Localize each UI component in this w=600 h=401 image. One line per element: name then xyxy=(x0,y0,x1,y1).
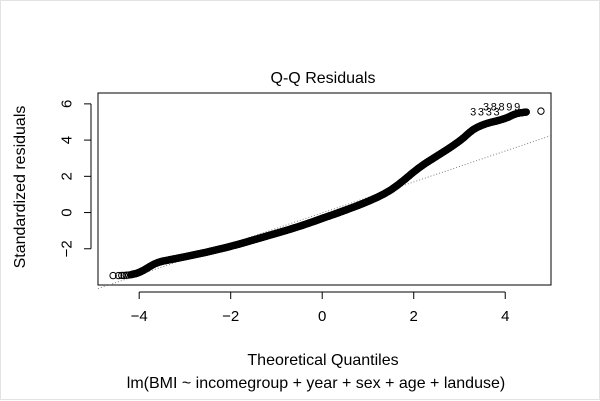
qq-point xyxy=(120,271,128,280)
y-tick-label: 0 xyxy=(59,208,76,216)
outlier-label: 3 xyxy=(493,106,499,118)
qq-point xyxy=(537,107,545,115)
plot-area-box xyxy=(97,92,552,286)
outlier-label: 3 xyxy=(486,106,492,118)
qq-point xyxy=(114,271,123,280)
qq-point xyxy=(521,108,530,116)
model-formula-subtitle: lm(BMI ~ incomegroup + year + sex + age … xyxy=(127,375,505,392)
y-tick-label: 2 xyxy=(59,172,76,180)
outlier-label: 8 xyxy=(499,102,505,114)
x-axis: −4 −2 0 2 4 xyxy=(131,291,509,325)
y-tick-label: −2 xyxy=(59,240,76,257)
x-tick-label: 4 xyxy=(501,308,509,325)
qq-point xyxy=(109,271,117,280)
x-tick-label: −4 xyxy=(131,308,148,325)
outlier-label: 8 xyxy=(491,102,497,114)
x-axis-label: Theoretical Quantiles xyxy=(247,352,398,369)
x-tick-label: 2 xyxy=(410,308,418,325)
x-tick-label: −2 xyxy=(222,308,239,325)
outlier-label: 9 xyxy=(506,102,512,114)
outlier-label: 3 xyxy=(478,106,484,118)
y-axis-label: Standardized residuals xyxy=(12,106,29,269)
y-tick-label: 4 xyxy=(59,136,76,144)
qq-points xyxy=(109,107,545,280)
outlier-label: 3 xyxy=(470,106,476,118)
y-tick-label: 6 xyxy=(59,100,76,108)
outlier-label: 9 xyxy=(514,102,520,114)
y-axis: −2 0 2 4 6 xyxy=(59,100,92,257)
x-tick-label: 0 xyxy=(318,308,326,325)
outlier-label: 3 xyxy=(483,102,489,114)
qq-reference-line xyxy=(97,135,552,290)
plot-title: Q-Q Residuals xyxy=(271,70,376,87)
outlier-labels: 3 3 3 33 8 8 9 9 xyxy=(470,102,520,119)
